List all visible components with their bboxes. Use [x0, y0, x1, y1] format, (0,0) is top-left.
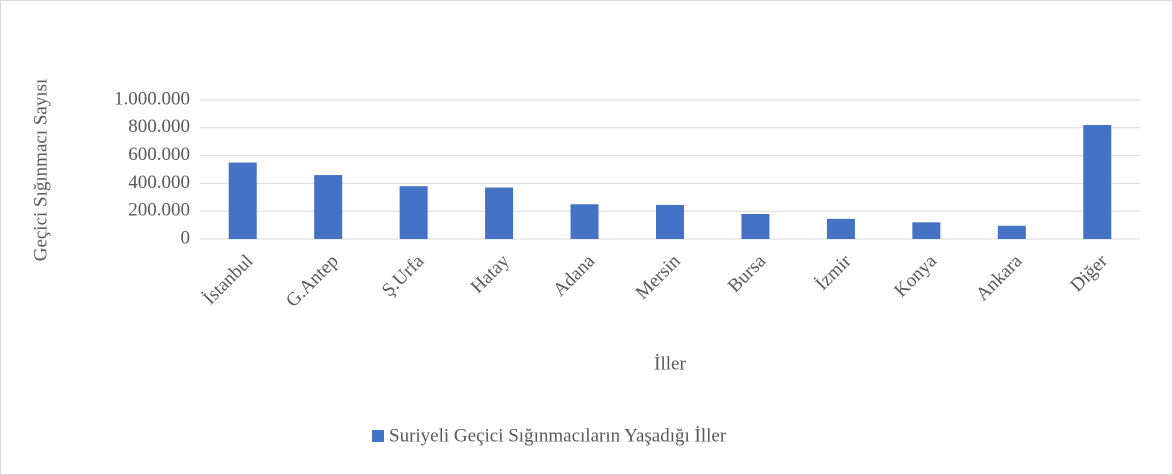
- y-tick-label: 800.000: [128, 116, 190, 137]
- legend-label: Suriyeli Geçici Sığınmacıların Yaşadığı …: [389, 425, 727, 446]
- y-tick-label: 400.000: [128, 172, 190, 193]
- x-axis-title: İller: [654, 353, 686, 374]
- bar: [826, 218, 855, 239]
- bar: [1083, 125, 1112, 239]
- bar: [656, 204, 684, 239]
- y-tick-label: 0: [181, 227, 191, 248]
- bar: [912, 222, 941, 239]
- bar: [228, 162, 257, 239]
- bar: [570, 204, 599, 239]
- y-tick-label: 600.000: [128, 144, 190, 165]
- legend-swatch: [372, 430, 384, 442]
- y-axis-title: Geçici Sığınmacı Sayısı: [30, 79, 51, 262]
- bar: [314, 175, 343, 239]
- y-tick-label: 200.000: [128, 200, 190, 221]
- bar: [997, 225, 1026, 239]
- bar: [485, 187, 514, 239]
- y-tick-label: 1.000.000: [114, 88, 190, 109]
- bar: [399, 186, 428, 239]
- bar: [741, 213, 770, 239]
